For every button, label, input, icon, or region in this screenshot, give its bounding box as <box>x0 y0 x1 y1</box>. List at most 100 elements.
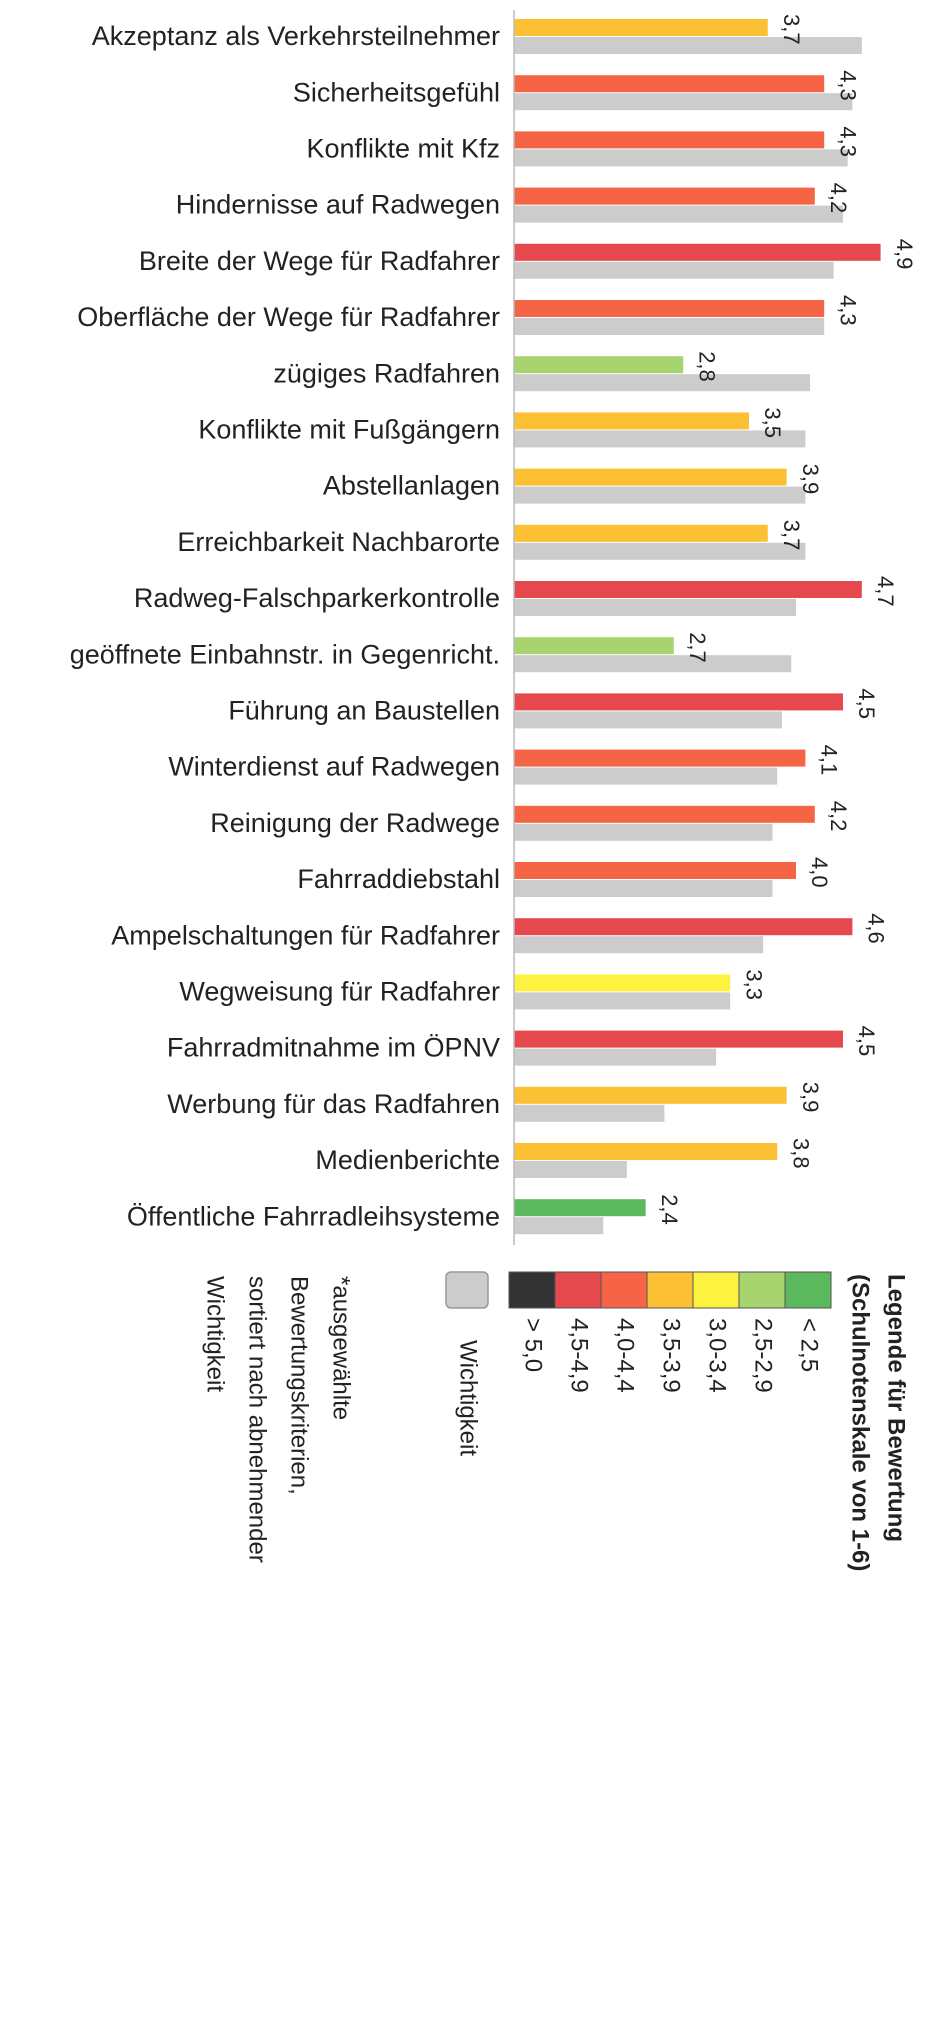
value-label: 4,6 <box>864 913 889 944</box>
rating-bar <box>514 637 674 655</box>
category-label: Reinigung der Radwege <box>210 808 500 838</box>
category-label: Werbung für das Radfahren <box>167 1089 500 1119</box>
rating-bar <box>514 974 731 992</box>
importance-bar <box>514 318 825 335</box>
category-label: Akzeptanz als Verkehrsteilnehmer <box>92 21 500 51</box>
legend-label: 2,5-2,9 <box>750 1318 777 1393</box>
rating-bar <box>514 1143 778 1160</box>
importance-bar <box>514 149 848 167</box>
rating-bar <box>514 300 825 317</box>
category-label: Fahrradmitnahme im ÖPNV <box>167 1033 500 1063</box>
rating-bar <box>514 862 796 879</box>
category-label: Führung an Baustellen <box>228 696 500 726</box>
legend-label: Wichtigkeit <box>455 1340 482 1456</box>
category-label: geöffnete Einbahnstr. in Gegenricht. <box>70 639 500 669</box>
importance-bar <box>514 486 806 504</box>
importance-bar <box>514 1104 665 1122</box>
legend-swatch <box>738 1271 786 1309</box>
value-label: 2,8 <box>694 351 719 382</box>
category-label: Medienberichte <box>315 1145 500 1175</box>
rating-bar <box>514 19 768 36</box>
category-label: Wegweisung für Radfahrer <box>179 977 500 1007</box>
category-label: Ampelschaltungen für Radfahrer <box>111 920 500 950</box>
legend-label: 4,5-4,9 <box>566 1318 593 1393</box>
rating-bar <box>514 356 684 374</box>
importance-bar <box>514 1048 717 1066</box>
importance-bar <box>514 992 731 1010</box>
legend-label: 3,0-3,4 <box>704 1318 731 1393</box>
rating-bar <box>514 918 853 936</box>
legend-swatch <box>508 1271 556 1309</box>
category-label: zügiges Radfahren <box>273 358 500 388</box>
legend-title: Legende für Bewertung <box>883 1274 910 1542</box>
value-label: 2,7 <box>685 632 710 663</box>
importance-bar <box>514 430 806 448</box>
importance-bar <box>514 1161 627 1178</box>
rating-bar <box>514 1086 787 1104</box>
importance-bar <box>514 261 834 279</box>
value-label: 3,9 <box>798 1082 823 1113</box>
legend-label: 3,5-3,9 <box>658 1318 685 1393</box>
importance-bar <box>514 767 778 785</box>
importance-bar <box>514 711 782 729</box>
rating-bar <box>514 524 768 542</box>
category-label: Konflikte mit Kfz <box>306 134 500 164</box>
importance-bar <box>514 374 811 392</box>
importance-bar <box>514 93 853 111</box>
value-label: 4,1 <box>817 745 842 776</box>
importance-bar <box>514 823 773 841</box>
value-label: 3,9 <box>798 464 823 495</box>
rating-bar <box>514 581 862 598</box>
rating-bar <box>514 75 825 93</box>
category-label: Radweg-Falschparkerkontrolle <box>134 583 500 613</box>
rating-bar <box>514 468 787 486</box>
rating-bar <box>514 187 815 205</box>
category-label: Abstellanlagen <box>323 471 500 501</box>
importance-bar <box>514 880 773 897</box>
category-label: Oberfläche der Wege für Radfahrer <box>77 302 500 332</box>
value-label: 4,7 <box>873 576 898 607</box>
rating-bar <box>514 243 881 261</box>
legend-label: 4,0-4,4 <box>612 1318 639 1393</box>
footnote: Wichtigkeit <box>202 1276 229 1392</box>
legend-swatch <box>445 1271 489 1309</box>
legend-swatch <box>646 1271 694 1309</box>
importance-bar <box>514 205 843 223</box>
value-label: 3,3 <box>741 969 766 1000</box>
rating-bar <box>514 805 815 823</box>
value-label: 3,7 <box>779 14 804 45</box>
rating-bar <box>514 749 806 767</box>
footnote: Bewertungskriterien, <box>286 1276 313 1495</box>
rating-bar <box>514 412 749 430</box>
value-label: 4,2 <box>826 183 851 214</box>
category-label: Erreichbarkeit Nachbarorte <box>177 527 500 557</box>
rating-bar <box>514 1199 646 1217</box>
value-label: 4,0 <box>807 857 832 888</box>
category-label: Breite der Wege für Radfahrer <box>139 246 500 276</box>
importance-bar <box>514 599 796 616</box>
importance-bar <box>514 936 764 954</box>
legend-title: (Schulnotenskale von 1-6) <box>847 1274 874 1571</box>
footnote: *ausgewählte <box>328 1276 355 1420</box>
category-label: Winterdienst auf Radwegen <box>168 752 500 782</box>
value-label: 4,3 <box>835 295 860 326</box>
value-label: 3,8 <box>788 1138 813 1169</box>
category-label: Öffentliche Fahrradleihsysteme <box>127 1201 500 1231</box>
category-label: Fahrraddiebstahl <box>297 864 500 894</box>
value-label: 2,4 <box>657 1194 682 1225</box>
category-label: Konflikte mit Fußgängern <box>198 415 500 445</box>
value-label: 4,5 <box>854 688 879 719</box>
value-label: 3,5 <box>760 407 785 438</box>
legend-swatch <box>784 1271 832 1309</box>
rating-bar <box>514 693 843 711</box>
rating-bar <box>514 1030 843 1048</box>
legend-swatch <box>692 1271 740 1309</box>
importance-bar <box>514 1217 604 1235</box>
value-label: 3,7 <box>779 520 804 551</box>
importance-bar <box>514 37 862 54</box>
value-label: 4,9 <box>892 239 917 270</box>
value-label: 4,3 <box>835 126 860 157</box>
legend-swatch <box>600 1271 648 1309</box>
